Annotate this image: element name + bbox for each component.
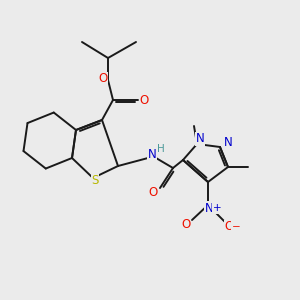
Text: N: N [205,202,213,214]
Text: N: N [196,133,204,146]
Text: O: O [224,220,234,233]
Text: N: N [224,136,232,148]
Text: S: S [91,173,99,187]
Text: O: O [98,73,108,85]
Text: O: O [148,187,158,200]
Text: N: N [148,148,156,161]
Text: −: − [232,222,240,232]
Text: O: O [182,218,190,232]
Text: +: + [213,203,221,213]
Text: H: H [157,144,165,154]
Text: O: O [140,94,148,106]
